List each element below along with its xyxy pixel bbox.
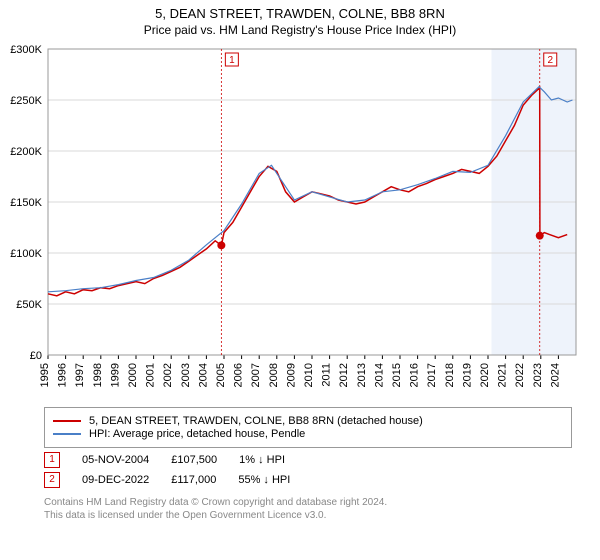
svg-text:2011: 2011 bbox=[321, 363, 333, 387]
page-root: 5, DEAN STREET, TRAWDEN, COLNE, BB8 8RN … bbox=[0, 0, 600, 522]
svg-text:£300K: £300K bbox=[10, 44, 42, 56]
svg-text:2020: 2020 bbox=[479, 363, 491, 387]
event-marker-icon: 2 bbox=[44, 472, 60, 488]
event-delta: 1% ↓ HPI bbox=[239, 454, 285, 466]
svg-text:£200K: £200K bbox=[10, 146, 42, 158]
attribution-line: Contains HM Land Registry data © Crown c… bbox=[44, 496, 572, 509]
svg-text:1999: 1999 bbox=[109, 363, 121, 387]
svg-text:£150K: £150K bbox=[10, 197, 42, 209]
svg-text:2002: 2002 bbox=[162, 363, 174, 387]
svg-text:2019: 2019 bbox=[461, 363, 473, 387]
chart-svg: £0 £50K £100K £150K £200K £250K £300K 1995 1996 1… bbox=[0, 41, 600, 401]
svg-text:2: 2 bbox=[547, 55, 553, 66]
svg-text:2016: 2016 bbox=[409, 363, 421, 387]
svg-text:2003: 2003 bbox=[180, 363, 192, 387]
svg-text:2004: 2004 bbox=[197, 363, 209, 387]
svg-text:2021: 2021 bbox=[497, 363, 509, 387]
svg-text:2014: 2014 bbox=[373, 363, 385, 387]
svg-text:£100K: £100K bbox=[10, 248, 42, 260]
svg-text:2001: 2001 bbox=[145, 363, 157, 387]
legend-item: 5, DEAN STREET, TRAWDEN, COLNE, BB8 8RN … bbox=[53, 415, 563, 427]
svg-text:1996: 1996 bbox=[57, 363, 69, 387]
event-price: £117,000 bbox=[171, 474, 216, 486]
svg-text:2013: 2013 bbox=[356, 363, 368, 387]
svg-text:2012: 2012 bbox=[338, 363, 350, 387]
legend-item: HPI: Average price, detached house, Pend… bbox=[53, 428, 563, 440]
svg-text:2022: 2022 bbox=[514, 363, 526, 387]
svg-text:1995: 1995 bbox=[39, 363, 51, 387]
svg-text:2010: 2010 bbox=[303, 363, 315, 387]
event-delta: 55% ↓ HPI bbox=[238, 474, 290, 486]
svg-text:2005: 2005 bbox=[215, 363, 227, 387]
svg-text:2017: 2017 bbox=[426, 363, 438, 387]
svg-text:1997: 1997 bbox=[74, 363, 86, 387]
legend-label: HPI: Average price, detached house, Pend… bbox=[89, 428, 305, 440]
svg-text:2009: 2009 bbox=[285, 363, 297, 387]
svg-text:1998: 1998 bbox=[92, 363, 104, 387]
legend-label: 5, DEAN STREET, TRAWDEN, COLNE, BB8 8RN … bbox=[89, 415, 423, 427]
chart-area: £0 £50K £100K £150K £200K £250K £300K 1995 1996 1… bbox=[0, 41, 600, 401]
title-block: 5, DEAN STREET, TRAWDEN, COLNE, BB8 8RN … bbox=[0, 0, 600, 41]
chart-subtitle: Price paid vs. HM Land Registry's House … bbox=[0, 23, 600, 37]
legend-swatch bbox=[53, 420, 81, 422]
svg-text:2024: 2024 bbox=[549, 363, 561, 387]
attribution: Contains HM Land Registry data © Crown c… bbox=[44, 496, 572, 522]
event-date: 05-NOV-2004 bbox=[82, 454, 149, 466]
svg-text:2006: 2006 bbox=[233, 363, 245, 387]
attribution-line: This data is licensed under the Open Gov… bbox=[44, 509, 572, 522]
svg-text:1: 1 bbox=[229, 55, 235, 66]
svg-text:2018: 2018 bbox=[444, 363, 456, 387]
svg-text:2000: 2000 bbox=[127, 363, 139, 387]
event-price: £107,500 bbox=[171, 454, 217, 466]
legend: 5, DEAN STREET, TRAWDEN, COLNE, BB8 8RN … bbox=[44, 407, 572, 448]
svg-text:2008: 2008 bbox=[268, 363, 280, 387]
svg-text:£50K: £50K bbox=[16, 299, 42, 311]
svg-text:2007: 2007 bbox=[250, 363, 262, 387]
svg-text:£250K: £250K bbox=[10, 95, 42, 107]
event-date: 09-DEC-2022 bbox=[82, 474, 149, 486]
chart-title: 5, DEAN STREET, TRAWDEN, COLNE, BB8 8RN bbox=[0, 6, 600, 21]
svg-text:£0: £0 bbox=[30, 350, 42, 362]
svg-text:2023: 2023 bbox=[532, 363, 544, 387]
legend-swatch bbox=[53, 433, 81, 435]
event-row: 2 09-DEC-2022 £117,000 55% ↓ HPI bbox=[44, 472, 572, 488]
event-marker-icon: 1 bbox=[44, 452, 60, 468]
svg-text:2015: 2015 bbox=[391, 363, 403, 387]
event-row: 1 05-NOV-2004 £107,500 1% ↓ HPI bbox=[44, 452, 572, 468]
